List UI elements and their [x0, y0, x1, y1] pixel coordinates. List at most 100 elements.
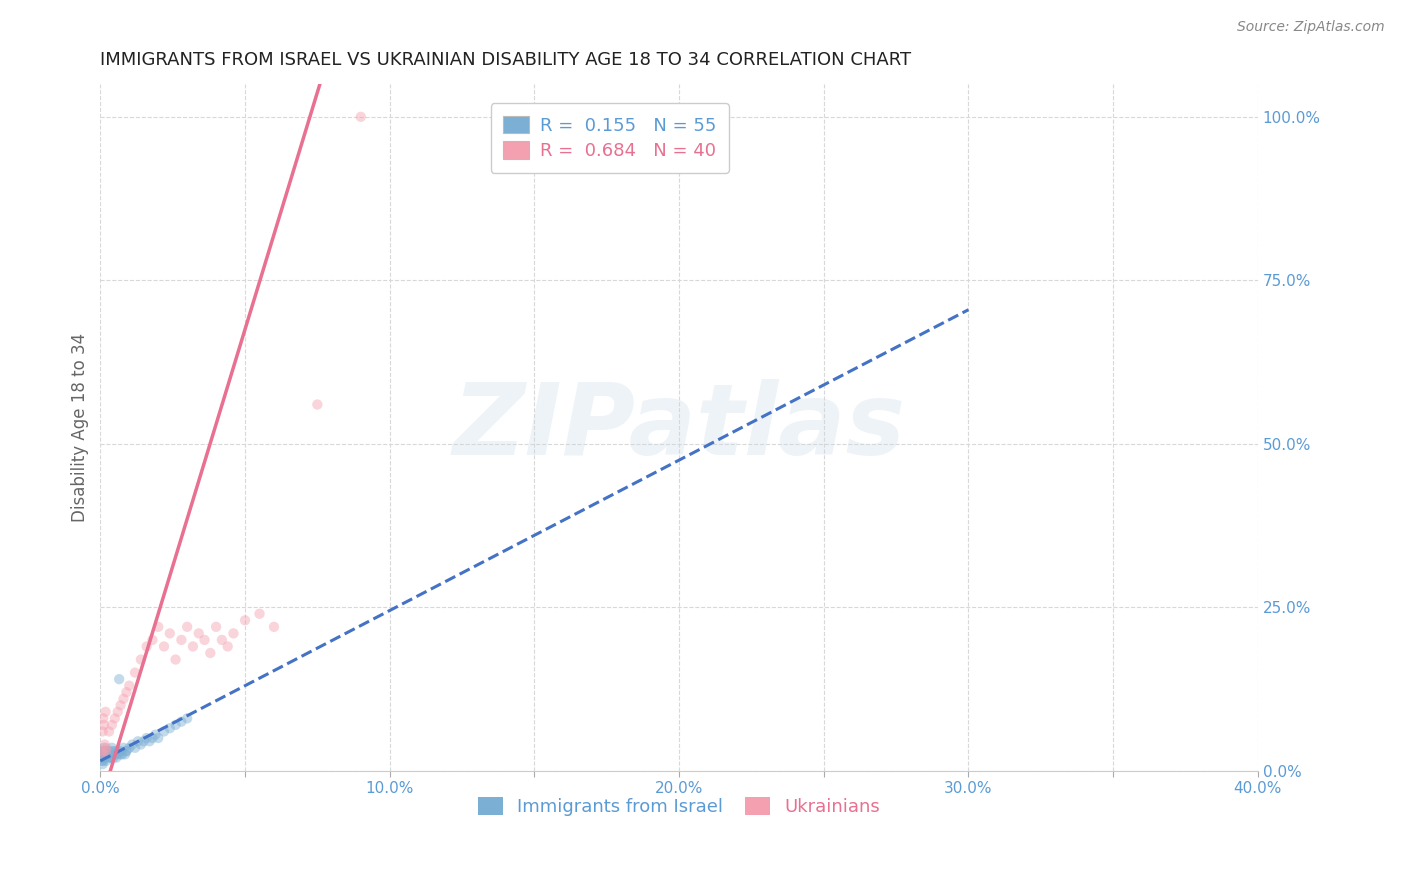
- Point: [141, 632, 163, 647]
- Point: [110, 744, 132, 758]
- Point: [118, 679, 141, 693]
- Point: [91, 747, 114, 762]
- Point: [91, 747, 114, 762]
- Point: [93, 738, 115, 752]
- Point: [104, 747, 127, 762]
- Point: [350, 110, 373, 124]
- Point: [91, 724, 114, 739]
- Point: [135, 640, 157, 654]
- Point: [90, 744, 112, 758]
- Point: [170, 632, 193, 647]
- Point: [91, 711, 114, 725]
- Point: [97, 747, 120, 762]
- Point: [101, 740, 124, 755]
- Point: [103, 750, 125, 764]
- Point: [94, 754, 117, 768]
- Point: [114, 747, 136, 762]
- Point: [121, 738, 143, 752]
- Point: [249, 607, 271, 621]
- Point: [115, 744, 138, 758]
- Point: [233, 613, 256, 627]
- Point: [98, 750, 121, 764]
- Point: [211, 632, 233, 647]
- Point: [127, 734, 149, 748]
- Point: [115, 744, 138, 758]
- Point: [93, 740, 115, 755]
- Text: Source: ZipAtlas.com: Source: ZipAtlas.com: [1237, 20, 1385, 34]
- Point: [148, 620, 170, 634]
- Point: [100, 750, 122, 764]
- Point: [110, 698, 132, 713]
- Point: [104, 711, 127, 725]
- Point: [94, 740, 117, 755]
- Point: [181, 640, 204, 654]
- Point: [148, 731, 170, 745]
- Y-axis label: Disability Age 18 to 34: Disability Age 18 to 34: [72, 333, 89, 522]
- Point: [101, 744, 124, 758]
- Point: [91, 754, 114, 768]
- Point: [141, 731, 163, 745]
- Point: [93, 750, 115, 764]
- Point: [129, 738, 152, 752]
- Point: [94, 744, 117, 758]
- Point: [94, 705, 117, 719]
- Point: [90, 744, 112, 758]
- Point: [93, 750, 115, 764]
- Point: [93, 750, 115, 764]
- Point: [94, 744, 117, 758]
- Point: [98, 744, 121, 758]
- Point: [91, 750, 114, 764]
- Point: [105, 750, 128, 764]
- Point: [100, 750, 122, 764]
- Point: [205, 620, 228, 634]
- Point: [91, 747, 114, 762]
- Point: [118, 740, 141, 755]
- Point: [90, 754, 112, 768]
- Point: [153, 640, 176, 654]
- Point: [159, 626, 181, 640]
- Point: [97, 747, 120, 762]
- Point: [94, 747, 117, 762]
- Point: [187, 626, 209, 640]
- Point: [135, 731, 157, 745]
- Point: [91, 744, 114, 758]
- Point: [176, 620, 198, 634]
- Point: [115, 685, 138, 699]
- Point: [165, 718, 187, 732]
- Point: [111, 747, 134, 762]
- Point: [104, 744, 127, 758]
- Point: [138, 734, 160, 748]
- Point: [124, 740, 146, 755]
- Point: [153, 724, 176, 739]
- Point: [263, 620, 285, 634]
- Point: [222, 626, 245, 640]
- Point: [165, 652, 187, 666]
- Point: [91, 757, 114, 772]
- Point: [143, 728, 166, 742]
- Point: [108, 672, 131, 686]
- Point: [110, 747, 132, 762]
- Point: [124, 665, 146, 680]
- Text: ZIPatlas: ZIPatlas: [453, 379, 905, 476]
- Text: IMMIGRANTS FROM ISRAEL VS UKRAINIAN DISABILITY AGE 18 TO 34 CORRELATION CHART: IMMIGRANTS FROM ISRAEL VS UKRAINIAN DISA…: [100, 51, 911, 69]
- Point: [101, 718, 124, 732]
- Point: [94, 744, 117, 758]
- Legend: Immigrants from Israel, Ukrainians: Immigrants from Israel, Ukrainians: [471, 790, 887, 823]
- Point: [112, 740, 135, 755]
- Point: [107, 744, 129, 758]
- Point: [200, 646, 222, 660]
- Point: [176, 711, 198, 725]
- Point: [98, 724, 121, 739]
- Point: [132, 734, 155, 748]
- Point: [107, 747, 129, 762]
- Point: [307, 398, 329, 412]
- Point: [93, 718, 115, 732]
- Point: [193, 632, 215, 647]
- Point: [107, 705, 129, 719]
- Point: [217, 640, 239, 654]
- Point: [170, 714, 193, 729]
- Point: [112, 691, 135, 706]
- Point: [159, 721, 181, 735]
- Point: [98, 747, 121, 762]
- Point: [129, 652, 152, 666]
